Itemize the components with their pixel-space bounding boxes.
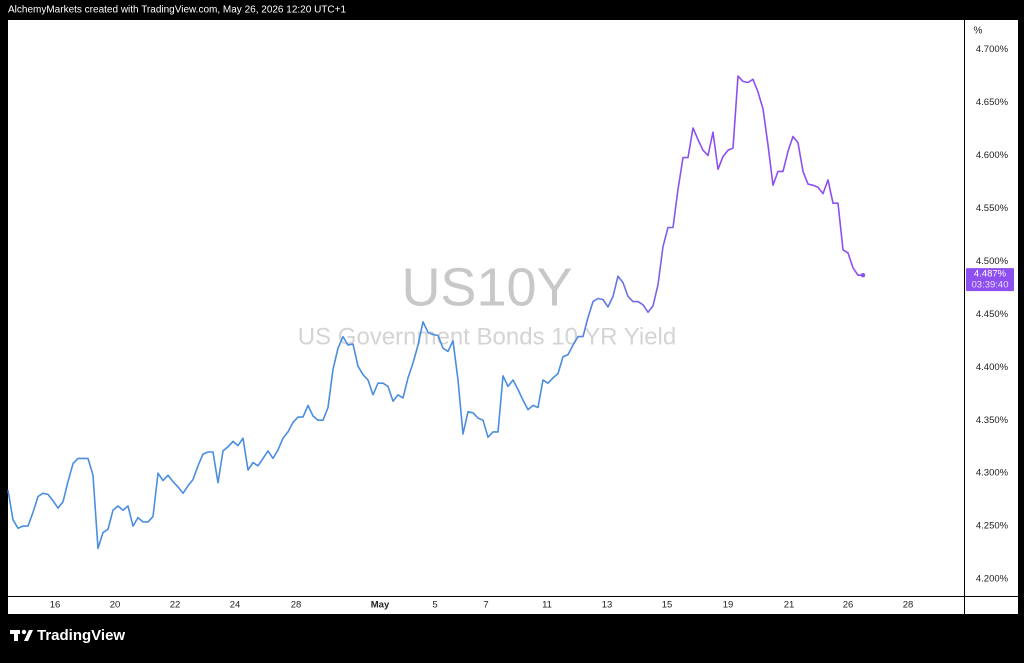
x-tick-label: May xyxy=(371,600,390,611)
x-tick-label: 19 xyxy=(723,600,734,611)
x-tick-label: 20 xyxy=(110,600,121,611)
countdown: 03:39:40 xyxy=(972,280,1009,291)
chart-panel xyxy=(8,20,1018,614)
x-tick-label: 16 xyxy=(50,600,61,611)
watermark-symbol: US10Y xyxy=(401,257,572,317)
y-unit: % xyxy=(974,26,983,37)
x-tick-label: 11 xyxy=(542,600,552,611)
x-tick-label: 28 xyxy=(291,600,302,611)
y-tick-label: 4.450% xyxy=(976,309,1009,320)
x-tick-label: 22 xyxy=(170,600,181,611)
y-tick-label: 4.200% xyxy=(976,574,1009,585)
y-tick-label: 4.650% xyxy=(976,97,1009,108)
y-tick-label: 4.250% xyxy=(976,521,1009,532)
branding: TradingView xyxy=(37,627,125,644)
x-tick-label: 7 xyxy=(483,600,488,611)
branding-logo xyxy=(10,629,33,641)
x-tick-label: 13 xyxy=(602,600,613,611)
x-tick-label: 21 xyxy=(784,600,795,611)
y-tick-label: 4.500% xyxy=(976,256,1009,267)
last-price-box xyxy=(966,268,1014,292)
header: AlchemyMarkets created with TradingView.… xyxy=(8,5,346,16)
x-tick-label: 24 xyxy=(230,600,241,611)
yield-line xyxy=(7,75,863,550)
watermark-description: US Government Bonds 10 YR Yield xyxy=(298,323,676,350)
last-price-label: 4.487% xyxy=(974,269,1007,280)
y-tick-label: 4.700% xyxy=(976,44,1009,55)
last-point xyxy=(860,272,866,278)
y-tick-label: 4.300% xyxy=(976,468,1009,479)
y-tick-label: 4.600% xyxy=(976,150,1009,161)
x-tick-label: 26 xyxy=(843,600,854,611)
x-tick-label: 5 xyxy=(432,600,437,611)
y-tick-label: 4.550% xyxy=(976,203,1009,214)
x-tick-label: 28 xyxy=(903,600,914,611)
y-tick-label: 4.350% xyxy=(976,415,1009,426)
y-tick-label: 4.400% xyxy=(976,362,1009,373)
x-tick-label: 15 xyxy=(662,600,673,611)
